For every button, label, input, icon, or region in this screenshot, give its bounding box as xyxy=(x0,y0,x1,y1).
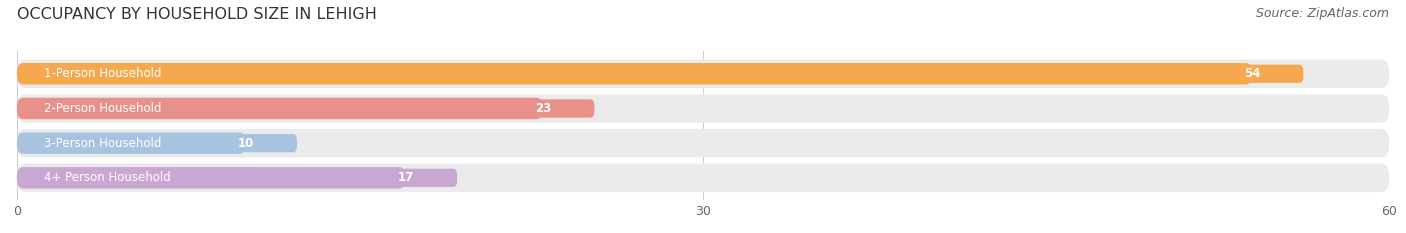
Text: 54: 54 xyxy=(1244,67,1260,80)
FancyBboxPatch shape xyxy=(17,167,406,188)
FancyBboxPatch shape xyxy=(17,60,1389,88)
Text: 10: 10 xyxy=(238,137,253,150)
Text: 17: 17 xyxy=(398,171,413,184)
FancyBboxPatch shape xyxy=(17,63,1251,85)
FancyBboxPatch shape xyxy=(17,132,246,154)
Text: 2-Person Household: 2-Person Household xyxy=(45,102,162,115)
FancyBboxPatch shape xyxy=(354,169,457,187)
Text: 1-Person Household: 1-Person Household xyxy=(45,67,162,80)
Text: 3-Person Household: 3-Person Household xyxy=(45,137,162,150)
Text: 23: 23 xyxy=(534,102,551,115)
FancyBboxPatch shape xyxy=(194,134,297,152)
FancyBboxPatch shape xyxy=(1201,65,1303,83)
FancyBboxPatch shape xyxy=(17,129,1389,157)
Text: Source: ZipAtlas.com: Source: ZipAtlas.com xyxy=(1256,7,1389,20)
FancyBboxPatch shape xyxy=(492,99,595,118)
FancyBboxPatch shape xyxy=(17,98,543,119)
Text: OCCUPANCY BY HOUSEHOLD SIZE IN LEHIGH: OCCUPANCY BY HOUSEHOLD SIZE IN LEHIGH xyxy=(17,7,377,22)
FancyBboxPatch shape xyxy=(17,94,1389,123)
FancyBboxPatch shape xyxy=(17,164,1389,192)
Text: 4+ Person Household: 4+ Person Household xyxy=(45,171,172,184)
